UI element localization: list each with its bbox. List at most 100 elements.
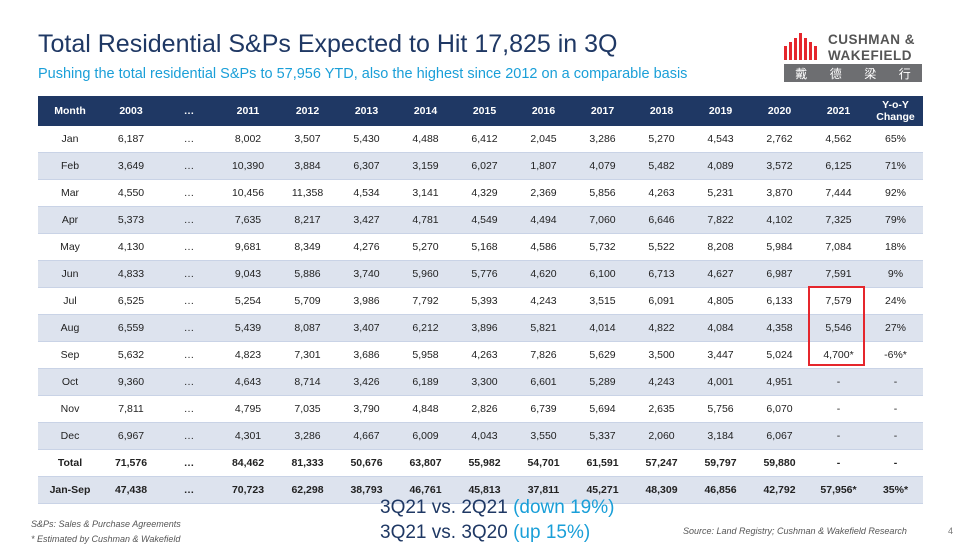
table-cell: … (160, 260, 218, 288)
table-cell: … (160, 476, 218, 504)
table-cell: 35%* (868, 476, 923, 504)
table-cell: 62,298 (278, 476, 337, 504)
row-label: Jul (38, 287, 102, 315)
table-cell: 6,559 (102, 314, 160, 342)
comparison-yoy: 3Q21 vs. 3Q20 (up 15%) (380, 522, 590, 544)
table-cell: 5,231 (691, 179, 750, 207)
table-cell: 5,168 (455, 233, 514, 261)
table-cell: 6,412 (455, 126, 514, 153)
table-cell: 5,439 (218, 314, 278, 342)
table-cell: 4,243 (514, 287, 573, 315)
table-cell: 4,243 (632, 368, 691, 396)
table-row: Mar 4,550… 10,456 11,358 4,534 3,141 4,329 2,36… (38, 179, 923, 207)
table-cell: 6,739 (514, 395, 573, 423)
table-cell: 3,870 (750, 179, 809, 207)
table-cell: 3,286 (573, 126, 632, 153)
table-header-row: Month 2003… 2011 2012 2013 2014 2015 2016 2017 20… (38, 96, 923, 126)
table-cell: 4,263 (632, 179, 691, 207)
table-cell: 4,084 (691, 314, 750, 342)
table-cell: 5,289 (573, 368, 632, 396)
table-cell: - (809, 449, 868, 477)
column-header: 2014 (396, 96, 455, 126)
table-cell: 6,027 (455, 152, 514, 180)
table-cell: 5,254 (218, 287, 278, 315)
table-cell: 4,534 (337, 179, 396, 207)
table-cell: 7,060 (573, 206, 632, 234)
table-cell: 6,189 (396, 368, 455, 396)
table-cell: 1,807 (514, 152, 573, 180)
table-cell: 7,591 (809, 260, 868, 288)
table-cell: 7,792 (396, 287, 455, 315)
table-cell: 3,300 (455, 368, 514, 396)
table-cell: 92% (868, 179, 923, 207)
table-cell: 4,329 (455, 179, 514, 207)
table-cell: 11,358 (278, 179, 337, 207)
table-cell: … (160, 395, 218, 423)
table-cell: 2,635 (632, 395, 691, 423)
table-cell: 4,014 (573, 314, 632, 342)
table-cell: 4,795 (218, 395, 278, 423)
table-cell: 7,826 (514, 341, 573, 369)
table-cell: 8,217 (278, 206, 337, 234)
table-cell: … (160, 152, 218, 180)
table-cell: 4,001 (691, 368, 750, 396)
table-cell: 55,982 (455, 449, 514, 477)
table-cell: … (160, 314, 218, 342)
table-cell: 4,562 (809, 126, 868, 153)
table-cell: - (868, 449, 923, 477)
row-label: Total (38, 449, 102, 477)
table-cell: 4,043 (455, 422, 514, 450)
row-label: Jun (38, 260, 102, 288)
table-cell: 5,270 (632, 126, 691, 153)
table-cell: 3,184 (691, 422, 750, 450)
table-cell: 7,579 (809, 287, 868, 315)
slide-subtitle: Pushing the total residential S&Ps to 57… (38, 66, 688, 82)
table-cell: 84,462 (218, 449, 278, 477)
table-cell: 4,822 (632, 314, 691, 342)
table-cell: 3,515 (573, 287, 632, 315)
table-cell: 3,896 (455, 314, 514, 342)
table-cell: 2,045 (514, 126, 573, 153)
table-cell: 6,307 (337, 152, 396, 180)
table-cell: 5,270 (396, 233, 455, 261)
table-row: Jun 4,833… 9,043 5,886 3,740 5,960 5,776 4,620 6… (38, 260, 923, 288)
comparison-change: (down 19%) (513, 497, 615, 518)
table-cell: 4,833 (102, 260, 160, 288)
row-label: Sep (38, 341, 102, 369)
table-cell: 65% (868, 126, 923, 153)
table-cell: - (809, 368, 868, 396)
table-cell: 6,133 (750, 287, 809, 315)
source-note: Source: Land Registry; Cushman & Wakefie… (683, 526, 907, 536)
table-cell: 46,761 (396, 476, 455, 504)
table-cell: … (160, 206, 218, 234)
table-cell: 42,792 (750, 476, 809, 504)
page-number: 4 (948, 526, 954, 536)
table-cell: 4,805 (691, 287, 750, 315)
table-cell: 9% (868, 260, 923, 288)
row-label: Jan (38, 126, 102, 153)
table-cell: 38,793 (337, 476, 396, 504)
table-cell: - (809, 395, 868, 423)
table-cell: 6,100 (573, 260, 632, 288)
table-cell: - (868, 368, 923, 396)
table-cell: 5,373 (102, 206, 160, 234)
table-cell: 24% (868, 287, 923, 315)
column-header: 2011 (218, 96, 278, 126)
table-cell: 3,507 (278, 126, 337, 153)
footnote-definition: S&Ps: Sales & Purchase Agreements (31, 519, 181, 529)
table-cell: 8,714 (278, 368, 337, 396)
table-cell: 3,572 (750, 152, 809, 180)
table-cell: 59,797 (691, 449, 750, 477)
logo-text-line1: CUSHMAN & (828, 32, 915, 47)
table-cell: 4,358 (750, 314, 809, 342)
table-cell: 79% (868, 206, 923, 234)
table-cell: 2,060 (632, 422, 691, 450)
table-cell: 6,646 (632, 206, 691, 234)
table-row: Total 71,576… 84,462 81,333 50,676 63,807 55,9… (38, 449, 923, 477)
column-header: 2003 (102, 96, 160, 126)
table-cell: 5,856 (573, 179, 632, 207)
table-cell: 3,550 (514, 422, 573, 450)
table-cell: 6,601 (514, 368, 573, 396)
row-label: Aug (38, 314, 102, 342)
table-cell: 5,709 (278, 287, 337, 315)
